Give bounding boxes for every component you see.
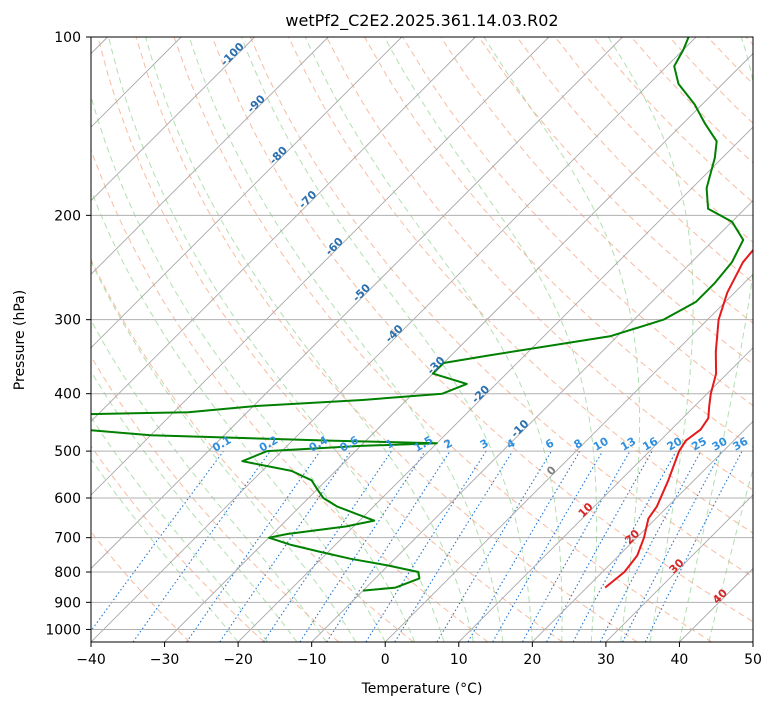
isotherm-line	[91, 37, 697, 642]
isotherm-line	[91, 37, 550, 496]
dry-adiabat-line	[326, 37, 753, 491]
plot-area	[91, 37, 753, 642]
moist-adiabat-line	[241, 37, 533, 642]
moist-adiabat-line	[91, 260, 357, 642]
moist-adiabat-line	[91, 416, 268, 642]
isotherm-line	[752, 641, 753, 642]
moist-adiabat-line	[483, 37, 641, 642]
isotherm-line	[237, 126, 753, 642]
mixing-ratio-line	[186, 450, 321, 642]
y-tick-label: 100	[54, 30, 81, 46]
moist-adiabat-line	[384, 37, 598, 642]
y-tick-label: 200	[54, 208, 81, 224]
moist-adiabat-line	[108, 37, 445, 642]
moist-adiabat-line	[91, 188, 386, 642]
isotherm-line	[311, 200, 753, 642]
moist-adiabat-line	[708, 466, 753, 642]
isotherm-line	[164, 52, 753, 642]
mixing-ratio-line	[91, 450, 224, 632]
mixing-ratio-line	[394, 450, 514, 642]
y-axis: 100 200 300 400 500 600 700 800 900 1000	[45, 30, 91, 638]
isotherm-line	[605, 494, 753, 642]
x-tick-label: 20	[523, 652, 541, 668]
dewpoint-profile-line	[91, 37, 745, 592]
moist-adiabat-line	[91, 370, 298, 642]
mixing-ratio-line	[546, 450, 653, 642]
moist-adiabat-line	[607, 37, 694, 642]
x-tick-label: −40	[76, 652, 106, 668]
y-axis-label: Pressure (hPa)	[12, 290, 28, 390]
y-tick-label: 600	[54, 491, 81, 507]
y-tick-label: 300	[54, 313, 81, 329]
dry-adiabat-line	[91, 355, 340, 642]
mixing-ratio-line	[522, 450, 631, 642]
dry-adiabat-line	[97, 37, 563, 642]
x-tick-label: −20	[223, 652, 253, 668]
isotherm-line	[91, 37, 329, 275]
moist-adiabat-line	[304, 37, 563, 642]
isotherm-line	[91, 37, 623, 570]
isotherm-line	[91, 37, 476, 422]
mixing-ratio-line	[299, 450, 426, 642]
mixing-ratio-line	[263, 450, 392, 642]
x-tick-label: 50	[744, 652, 762, 668]
isotherm-line	[91, 37, 403, 349]
dry-adiabat-line	[287, 37, 753, 534]
x-axis: −40 −30 −20 −10 0 10 20 30 40 50	[76, 642, 762, 668]
y-tick-label: 1000	[45, 622, 81, 638]
moist-adiabat-line	[678, 37, 753, 642]
y-tick-label: 800	[54, 565, 81, 581]
dry-adiabat-line	[211, 37, 753, 623]
x-tick-label: 40	[671, 652, 689, 668]
mixing-ratio-line	[219, 450, 352, 642]
dry-adiabat-line	[91, 258, 414, 642]
x-tick-label: 0	[381, 652, 390, 668]
x-tick-label: −10	[297, 652, 327, 668]
y-tick-label: 500	[54, 444, 81, 460]
moist-adiabats	[91, 37, 753, 642]
isotherm-line	[458, 347, 753, 642]
moist-adiabat-line	[91, 319, 327, 642]
mixing-ratio-line	[132, 450, 271, 642]
x-axis-label: Temperature (°C)	[361, 681, 483, 697]
isotherm-line	[384, 273, 753, 642]
moist-adiabat-line	[145, 37, 474, 642]
moist-adiabat-line	[188, 37, 504, 642]
y-tick-label: 900	[54, 595, 81, 611]
x-tick-label: 10	[450, 652, 468, 668]
dry-adiabat-line	[135, 37, 638, 642]
dry-adiabat-line	[91, 445, 265, 642]
dry-adiabat-line	[249, 37, 753, 578]
plot-frame	[90, 36, 754, 643]
mixing-ratio-line	[572, 450, 677, 642]
temperature-profile-line	[604, 248, 753, 589]
dry-adiabat-line	[173, 37, 713, 642]
y-tick-label: 700	[54, 531, 81, 547]
isotherm-line	[91, 37, 255, 202]
dry-adiabats	[91, 37, 753, 642]
isotherms	[91, 37, 753, 642]
isotherm-line	[532, 420, 753, 642]
x-tick-label: 30	[597, 652, 615, 668]
profiles	[91, 37, 753, 592]
pressure-gridlines	[91, 37, 753, 630]
x-tick-label: −30	[150, 652, 180, 668]
chart-title: wetPf2_C2E2.2025.361.14.03.R02	[285, 11, 558, 31]
mixing-ratio-line	[644, 450, 743, 642]
y-tick-label: 400	[54, 387, 81, 403]
moist-adiabat-line	[91, 458, 239, 642]
